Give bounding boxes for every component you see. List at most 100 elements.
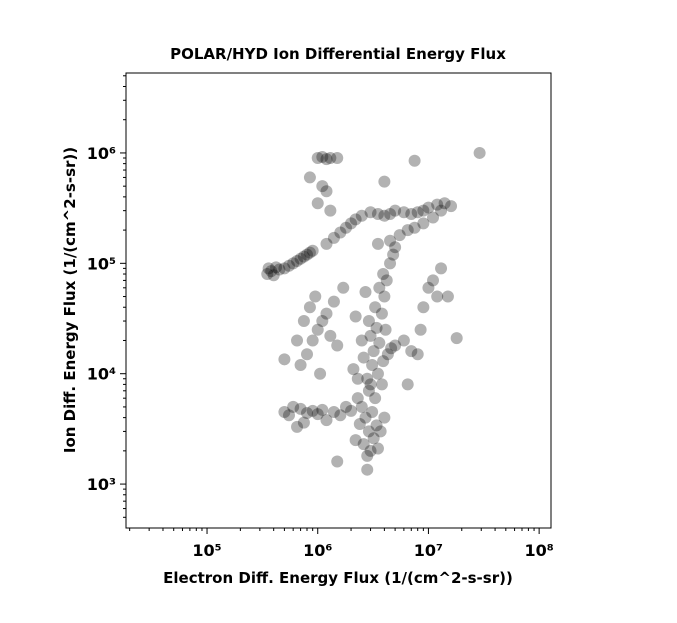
point	[377, 355, 390, 368]
point	[273, 263, 286, 276]
point	[349, 434, 362, 447]
point	[278, 405, 291, 418]
point	[327, 295, 340, 308]
point	[364, 444, 377, 457]
x-tick-label: 10⁶	[303, 541, 332, 560]
point	[309, 290, 322, 303]
point	[311, 408, 324, 421]
point	[387, 248, 400, 261]
point	[364, 378, 377, 391]
point	[351, 392, 364, 405]
point	[422, 281, 435, 294]
point	[324, 204, 337, 217]
point	[267, 269, 280, 282]
point	[355, 334, 368, 347]
point	[301, 248, 314, 261]
point	[384, 234, 397, 247]
point	[327, 405, 340, 418]
y-tick-label: 10⁶	[87, 144, 116, 163]
point	[282, 409, 295, 422]
point	[367, 432, 380, 445]
point	[371, 237, 384, 250]
point	[345, 217, 358, 230]
point	[320, 153, 333, 166]
point	[369, 301, 382, 314]
point	[301, 348, 314, 361]
point	[379, 323, 392, 336]
point	[362, 384, 375, 397]
point	[389, 339, 402, 352]
point	[373, 281, 386, 294]
x-axis-label: Electron Diff. Energy Flux (1/(cm^2-s-sr…	[163, 569, 513, 587]
point	[438, 197, 451, 210]
point	[445, 200, 458, 213]
point	[373, 336, 386, 349]
point	[431, 198, 444, 211]
point	[370, 419, 383, 432]
point	[324, 151, 337, 164]
point	[422, 201, 435, 214]
point	[294, 358, 307, 371]
point	[291, 420, 304, 433]
point	[349, 213, 362, 226]
point	[355, 209, 368, 222]
point	[378, 209, 391, 222]
point	[316, 315, 329, 328]
point	[384, 207, 397, 220]
point	[401, 378, 414, 391]
point	[327, 231, 340, 244]
point	[324, 329, 337, 342]
y-tick-label: 10³	[87, 475, 116, 494]
y-axis-label: Ion Diff. Energy Flux (1/(cm^2-s-sr))	[61, 147, 79, 453]
point	[353, 418, 366, 431]
point	[306, 404, 319, 417]
y-tick-label: 10⁵	[87, 254, 116, 273]
point	[405, 207, 418, 220]
point	[473, 146, 486, 159]
point	[287, 257, 300, 270]
point	[401, 224, 414, 237]
point	[303, 301, 316, 314]
point	[384, 257, 397, 270]
point	[316, 403, 329, 416]
point	[366, 405, 379, 418]
point	[441, 290, 454, 303]
point	[351, 372, 364, 385]
point	[261, 268, 274, 281]
point	[294, 252, 307, 265]
point	[287, 400, 300, 413]
point	[378, 290, 391, 303]
point	[331, 455, 344, 468]
point	[359, 411, 372, 424]
point	[364, 329, 377, 342]
point	[371, 367, 384, 380]
point	[375, 307, 388, 320]
point	[378, 175, 391, 188]
point	[397, 334, 410, 347]
point	[278, 262, 291, 275]
point	[374, 425, 387, 438]
x-tick-label: 10⁸	[524, 541, 553, 560]
point	[311, 151, 324, 164]
point	[337, 281, 350, 294]
point	[355, 400, 368, 413]
point	[320, 414, 333, 427]
point	[316, 180, 329, 193]
point	[357, 351, 370, 364]
point	[320, 237, 333, 250]
point	[361, 372, 374, 385]
point	[349, 310, 362, 323]
point	[303, 246, 316, 259]
point	[345, 404, 358, 417]
point	[417, 301, 430, 314]
point	[278, 353, 291, 366]
point	[362, 425, 375, 438]
point	[435, 204, 448, 217]
point	[377, 268, 390, 281]
point	[297, 315, 310, 328]
point	[282, 259, 295, 272]
x-tick-label: 10⁵	[192, 541, 221, 560]
point	[303, 171, 316, 184]
point	[291, 334, 304, 347]
